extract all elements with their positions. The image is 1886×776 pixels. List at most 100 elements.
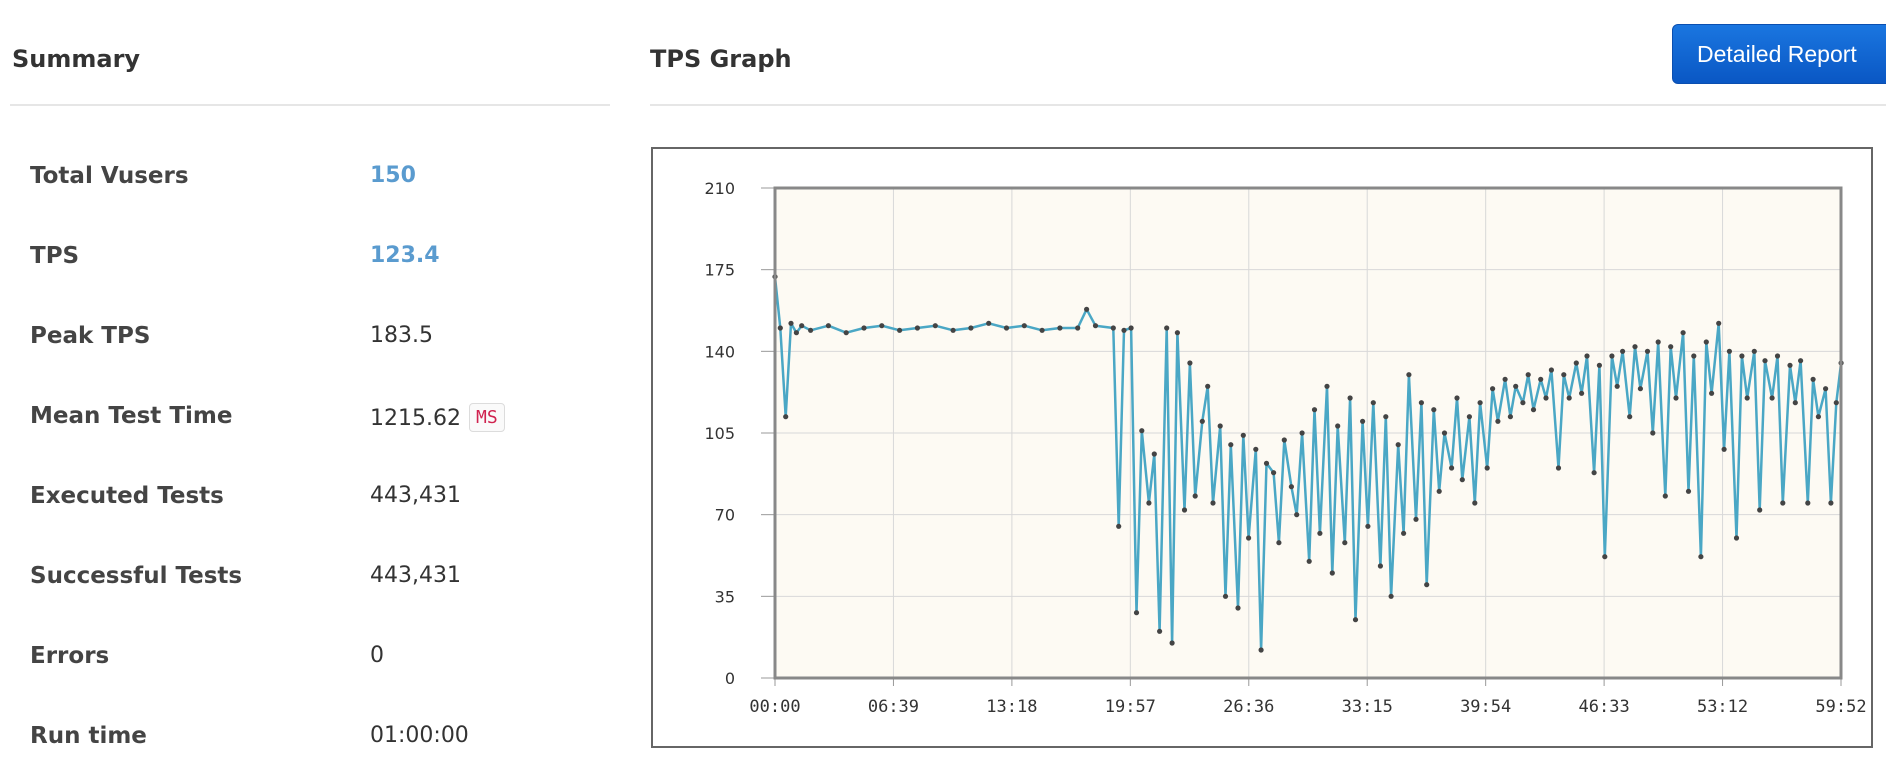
tps-data-point	[1602, 554, 1608, 560]
tps-data-point	[1828, 500, 1834, 506]
unit-badge: MS	[468, 403, 505, 432]
tps-data-point	[1288, 484, 1294, 490]
tps-data-point	[1151, 451, 1157, 457]
summary-label: Executed Tests	[30, 483, 224, 509]
tps-data-point	[1121, 327, 1127, 333]
tps-data-point	[788, 320, 794, 326]
tps-data-point	[1716, 320, 1722, 326]
successful-tests-value: 443,431	[370, 563, 461, 588]
x-tick-label: 59:52	[1815, 697, 1866, 717]
tps-data-point	[1057, 325, 1063, 331]
tps-data-point	[1169, 640, 1175, 646]
tps-data-point	[1388, 593, 1394, 599]
executed-tests-value: 443,431	[370, 483, 461, 508]
tps-data-point	[1324, 383, 1330, 389]
x-tick-label: 39:54	[1460, 697, 1511, 717]
tps-data-point	[1454, 395, 1460, 401]
tps-data-point	[1609, 353, 1615, 359]
tps-data-point	[1655, 339, 1661, 345]
summary-label: Errors	[30, 643, 110, 669]
tps-data-point	[1805, 500, 1811, 506]
tps-data-point	[1810, 376, 1816, 382]
tps-data-point	[1222, 593, 1229, 599]
tps-data-point	[1281, 437, 1287, 443]
tps-data-point	[1691, 353, 1697, 359]
tps-data-point	[1780, 500, 1786, 506]
summary-label: Peak TPS	[30, 323, 151, 349]
tps-data-point	[1548, 367, 1554, 373]
tps-data-point	[1294, 512, 1300, 518]
tps-data-point	[1383, 414, 1389, 420]
y-tick-label: 70	[715, 506, 735, 525]
tps-data-point	[1632, 344, 1638, 350]
tps-data-point	[879, 323, 885, 329]
x-tick-label: 53:12	[1697, 697, 1748, 717]
tps-data-point	[1721, 446, 1727, 452]
tps-data-point	[1673, 395, 1679, 401]
tps-data-point	[1644, 348, 1651, 354]
tps-data-point	[1680, 330, 1686, 336]
summary-row-successful-tests: Successful Tests 443,431	[0, 563, 620, 603]
tps-data-point	[1650, 430, 1656, 436]
x-tick-label: 26:36	[1223, 697, 1274, 717]
tps-data-point	[1133, 610, 1140, 616]
tps-data-point	[1263, 460, 1270, 466]
tps-data-point	[1769, 395, 1775, 401]
x-tick-label: 19:57	[1105, 697, 1156, 717]
tps-value: 123.4	[370, 243, 440, 268]
tps-data-point	[1490, 386, 1496, 392]
tps-data-point	[793, 330, 799, 336]
tps-data-point	[1377, 563, 1383, 569]
tps-data-point	[1092, 323, 1099, 329]
tps-data-point	[1360, 418, 1366, 424]
plot-frame	[773, 186, 1843, 680]
tps-data-point	[1174, 330, 1180, 336]
tps-data-point	[1573, 360, 1579, 366]
tps-data-point	[1187, 360, 1193, 366]
tps-data-point	[1538, 376, 1544, 382]
peak-tps-value: 183.5	[370, 323, 433, 348]
x-tick-label: 33:15	[1342, 697, 1393, 717]
tps-data-point	[1276, 540, 1282, 546]
tps-data-point	[825, 323, 831, 329]
tps-data-point	[1401, 530, 1407, 536]
mean-test-time-number: 1215.62	[370, 406, 461, 431]
tps-data-point	[1502, 376, 1508, 382]
tps-data-point	[1823, 386, 1829, 392]
tps-data-point	[1627, 414, 1633, 420]
tps-data-point	[1431, 407, 1437, 413]
tps-data-point	[1317, 530, 1323, 536]
tps-data-point	[1757, 507, 1763, 513]
tps-data-point	[1075, 325, 1081, 331]
tps-data-point	[1146, 500, 1152, 506]
tps-data-point	[1436, 488, 1442, 494]
tps-data-point	[1217, 423, 1223, 429]
tps-data-point	[1698, 554, 1704, 560]
detailed-report-button[interactable]: Detailed Report	[1672, 24, 1886, 84]
tps-data-point	[777, 325, 783, 331]
tps-data-point	[1703, 339, 1709, 345]
tps-data-point	[1299, 430, 1305, 436]
errors-value: 0	[370, 643, 384, 668]
tps-data-point	[1561, 372, 1567, 378]
summary-row-total-vusers: Total Vusers 150	[0, 163, 620, 203]
tps-data-point	[1441, 430, 1448, 436]
tps-data-point	[1513, 383, 1519, 389]
tps-data-point	[1021, 323, 1027, 329]
y-tick-label: 35	[715, 587, 735, 606]
tps-data-point	[1406, 372, 1412, 378]
tps-data-point	[1181, 507, 1188, 513]
tps-data-point	[1246, 535, 1252, 541]
tps-data-point	[1164, 325, 1170, 331]
tps-data-point	[1530, 407, 1537, 413]
tps-data-point	[1815, 414, 1821, 420]
y-tick-label: 210	[704, 179, 735, 198]
summary-row-peak-tps: Peak TPS 183.5	[0, 323, 620, 363]
summary-label: Total Vusers	[30, 163, 189, 189]
summary-label: Run time	[30, 723, 147, 749]
tps-data-point	[1774, 353, 1781, 359]
tps-data-point	[1726, 348, 1732, 354]
tps-data-point	[1787, 362, 1793, 368]
tps-data-point	[1477, 400, 1483, 406]
